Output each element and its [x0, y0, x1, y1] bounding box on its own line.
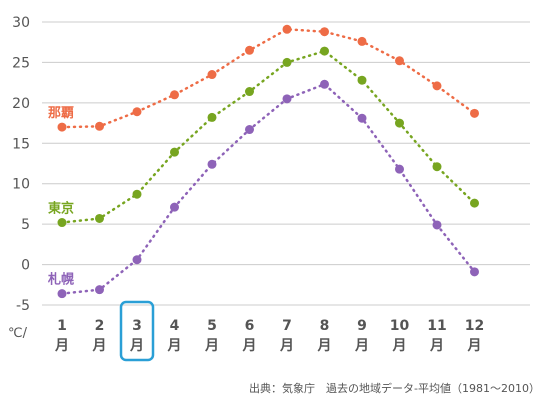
data-point: [432, 162, 442, 172]
x-tick-suffix: 月: [354, 338, 369, 354]
data-point: [395, 118, 404, 128]
data-point: [320, 46, 329, 56]
data-point: [207, 70, 217, 80]
x-tick-label: 8: [320, 318, 330, 334]
series-label: 那覇: [48, 106, 74, 121]
data-point: [470, 108, 479, 118]
x-tick-label: 12: [465, 318, 484, 334]
data-point: [432, 81, 442, 91]
data-point: [282, 24, 292, 34]
x-tick-label: 3: [132, 318, 142, 334]
data-point: [95, 121, 104, 131]
y-axis-ticks: -5 0 5 10 15 20 25 30: [12, 15, 30, 314]
x-tick-suffix: 月: [279, 338, 294, 354]
data-point: [170, 202, 179, 212]
data-point: [357, 36, 367, 46]
x-tick-suffix: 月: [54, 338, 69, 354]
x-tick-label: 11: [427, 318, 446, 334]
y-tick-label: 30: [12, 15, 30, 31]
x-tick-label: 7: [282, 318, 292, 334]
data-point: [170, 147, 179, 157]
data-point: [245, 87, 254, 97]
x-tick-suffix: 月: [467, 338, 482, 354]
data-point: [57, 122, 67, 132]
series-line: [60, 49, 476, 224]
data-point: [57, 218, 67, 228]
series-label: 札幌: [47, 272, 74, 288]
x-tick-label: 10: [390, 318, 410, 334]
data-point: [395, 56, 404, 66]
data-point: [357, 113, 367, 123]
series-2: 東京: [48, 46, 479, 228]
x-tick-suffix: 月: [242, 338, 257, 354]
data-point: [470, 198, 479, 208]
data-point: [207, 159, 217, 169]
x-tick-label: 1: [57, 318, 67, 334]
data-point: [432, 220, 442, 230]
source-note: 出典：気象庁 過去の地域データ-平均値（1981〜2010）: [249, 381, 540, 395]
x-tick-label: 4: [170, 318, 180, 334]
data-point: [282, 94, 292, 104]
y-unit-label: ℃/: [8, 326, 28, 341]
month-highlight-box: [119, 300, 155, 362]
data-point: [357, 75, 367, 85]
x-axis-ticks: 1 月 2 月 3 月 4 月 5 月 6 月 7 月 8 月 9 月 10 月 11 月 12 月: [54, 318, 484, 354]
series-1: 那覇: [48, 24, 479, 132]
x-tick-label: 9: [357, 318, 367, 334]
x-tick-label: 6: [245, 318, 255, 334]
data-point: [470, 267, 479, 277]
series-3: 札幌: [47, 79, 479, 299]
y-tick-label: 15: [12, 136, 30, 152]
series-line: [60, 28, 476, 129]
x-tick-suffix: 月: [92, 338, 107, 354]
y-tick-label: 0: [21, 258, 30, 274]
y-tick-label: 5: [21, 217, 30, 233]
data-point: [245, 45, 254, 55]
data-point: [132, 189, 142, 199]
x-tick-label: 5: [207, 318, 217, 334]
data-point: [282, 57, 292, 67]
x-tick-suffix: 月: [204, 338, 219, 354]
series-label: 東京: [48, 201, 74, 217]
x-tick-suffix: 月: [167, 338, 182, 354]
data-point: [207, 112, 217, 122]
data-point: [320, 27, 329, 37]
series-line: [60, 82, 476, 295]
x-tick-suffix: 月: [392, 338, 407, 354]
data-point: [320, 79, 329, 89]
y-tick-label: -5: [16, 298, 30, 314]
x-tick-label: 2: [95, 318, 105, 334]
y-tick-label: 20: [12, 96, 30, 112]
data-point: [95, 213, 104, 223]
data-point: [57, 289, 67, 299]
data-point: [95, 285, 104, 295]
y-tick-label: 25: [12, 55, 30, 71]
data-point: [132, 107, 142, 117]
x-tick-suffix: 月: [317, 338, 332, 354]
data-point: [170, 90, 179, 100]
x-tick-suffix: 月: [129, 338, 144, 354]
data-point: [245, 125, 254, 135]
data-point: [395, 164, 404, 174]
x-tick-suffix: 月: [429, 338, 444, 354]
y-tick-label: 10: [12, 177, 30, 193]
data-point: [132, 255, 142, 265]
